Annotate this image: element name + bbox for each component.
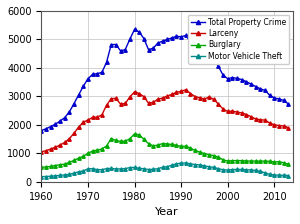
Larceny	[133, 90, 136, 93]
Burglary	[179, 145, 183, 148]
Larceny	[82, 121, 85, 124]
Line: Larceny: Larceny	[40, 88, 290, 154]
Burglary	[40, 166, 43, 169]
Motor Vehicle Theft	[184, 162, 188, 164]
Larceny	[189, 92, 192, 95]
Burglary	[286, 163, 290, 166]
Total Property Crime	[189, 41, 192, 44]
Total Property Crime	[212, 58, 216, 60]
Burglary	[133, 132, 136, 135]
Motor Vehicle Theft	[175, 162, 178, 165]
Motor Vehicle Theft	[189, 162, 192, 165]
Larceny	[184, 88, 188, 91]
Total Property Crime	[82, 85, 85, 88]
Motor Vehicle Theft	[286, 174, 290, 177]
Total Property Crime	[40, 129, 43, 132]
Motor Vehicle Theft	[212, 166, 216, 169]
Legend: Total Property Crime, Larceny, Burglary, Motor Vehicle Theft: Total Property Crime, Larceny, Burglary,…	[188, 15, 289, 64]
Burglary	[137, 134, 141, 136]
Motor Vehicle Theft	[133, 166, 136, 169]
Larceny	[40, 151, 43, 153]
Larceny	[286, 126, 290, 129]
Total Property Crime	[179, 36, 183, 38]
Larceny	[175, 91, 178, 94]
Line: Motor Vehicle Theft: Motor Vehicle Theft	[40, 161, 290, 178]
Burglary	[82, 155, 85, 158]
Total Property Crime	[133, 28, 136, 31]
Larceny	[212, 98, 216, 101]
Motor Vehicle Theft	[193, 163, 197, 166]
Total Property Crime	[137, 31, 141, 33]
Motor Vehicle Theft	[40, 175, 43, 178]
Motor Vehicle Theft	[82, 170, 85, 172]
Burglary	[212, 154, 216, 157]
Total Property Crime	[193, 45, 197, 48]
Larceny	[193, 95, 197, 98]
Line: Total Property Crime: Total Property Crime	[40, 28, 290, 132]
Total Property Crime	[286, 103, 290, 106]
X-axis label: Year: Year	[155, 207, 179, 217]
Burglary	[189, 147, 192, 150]
Line: Burglary: Burglary	[40, 132, 290, 169]
Burglary	[193, 149, 197, 152]
